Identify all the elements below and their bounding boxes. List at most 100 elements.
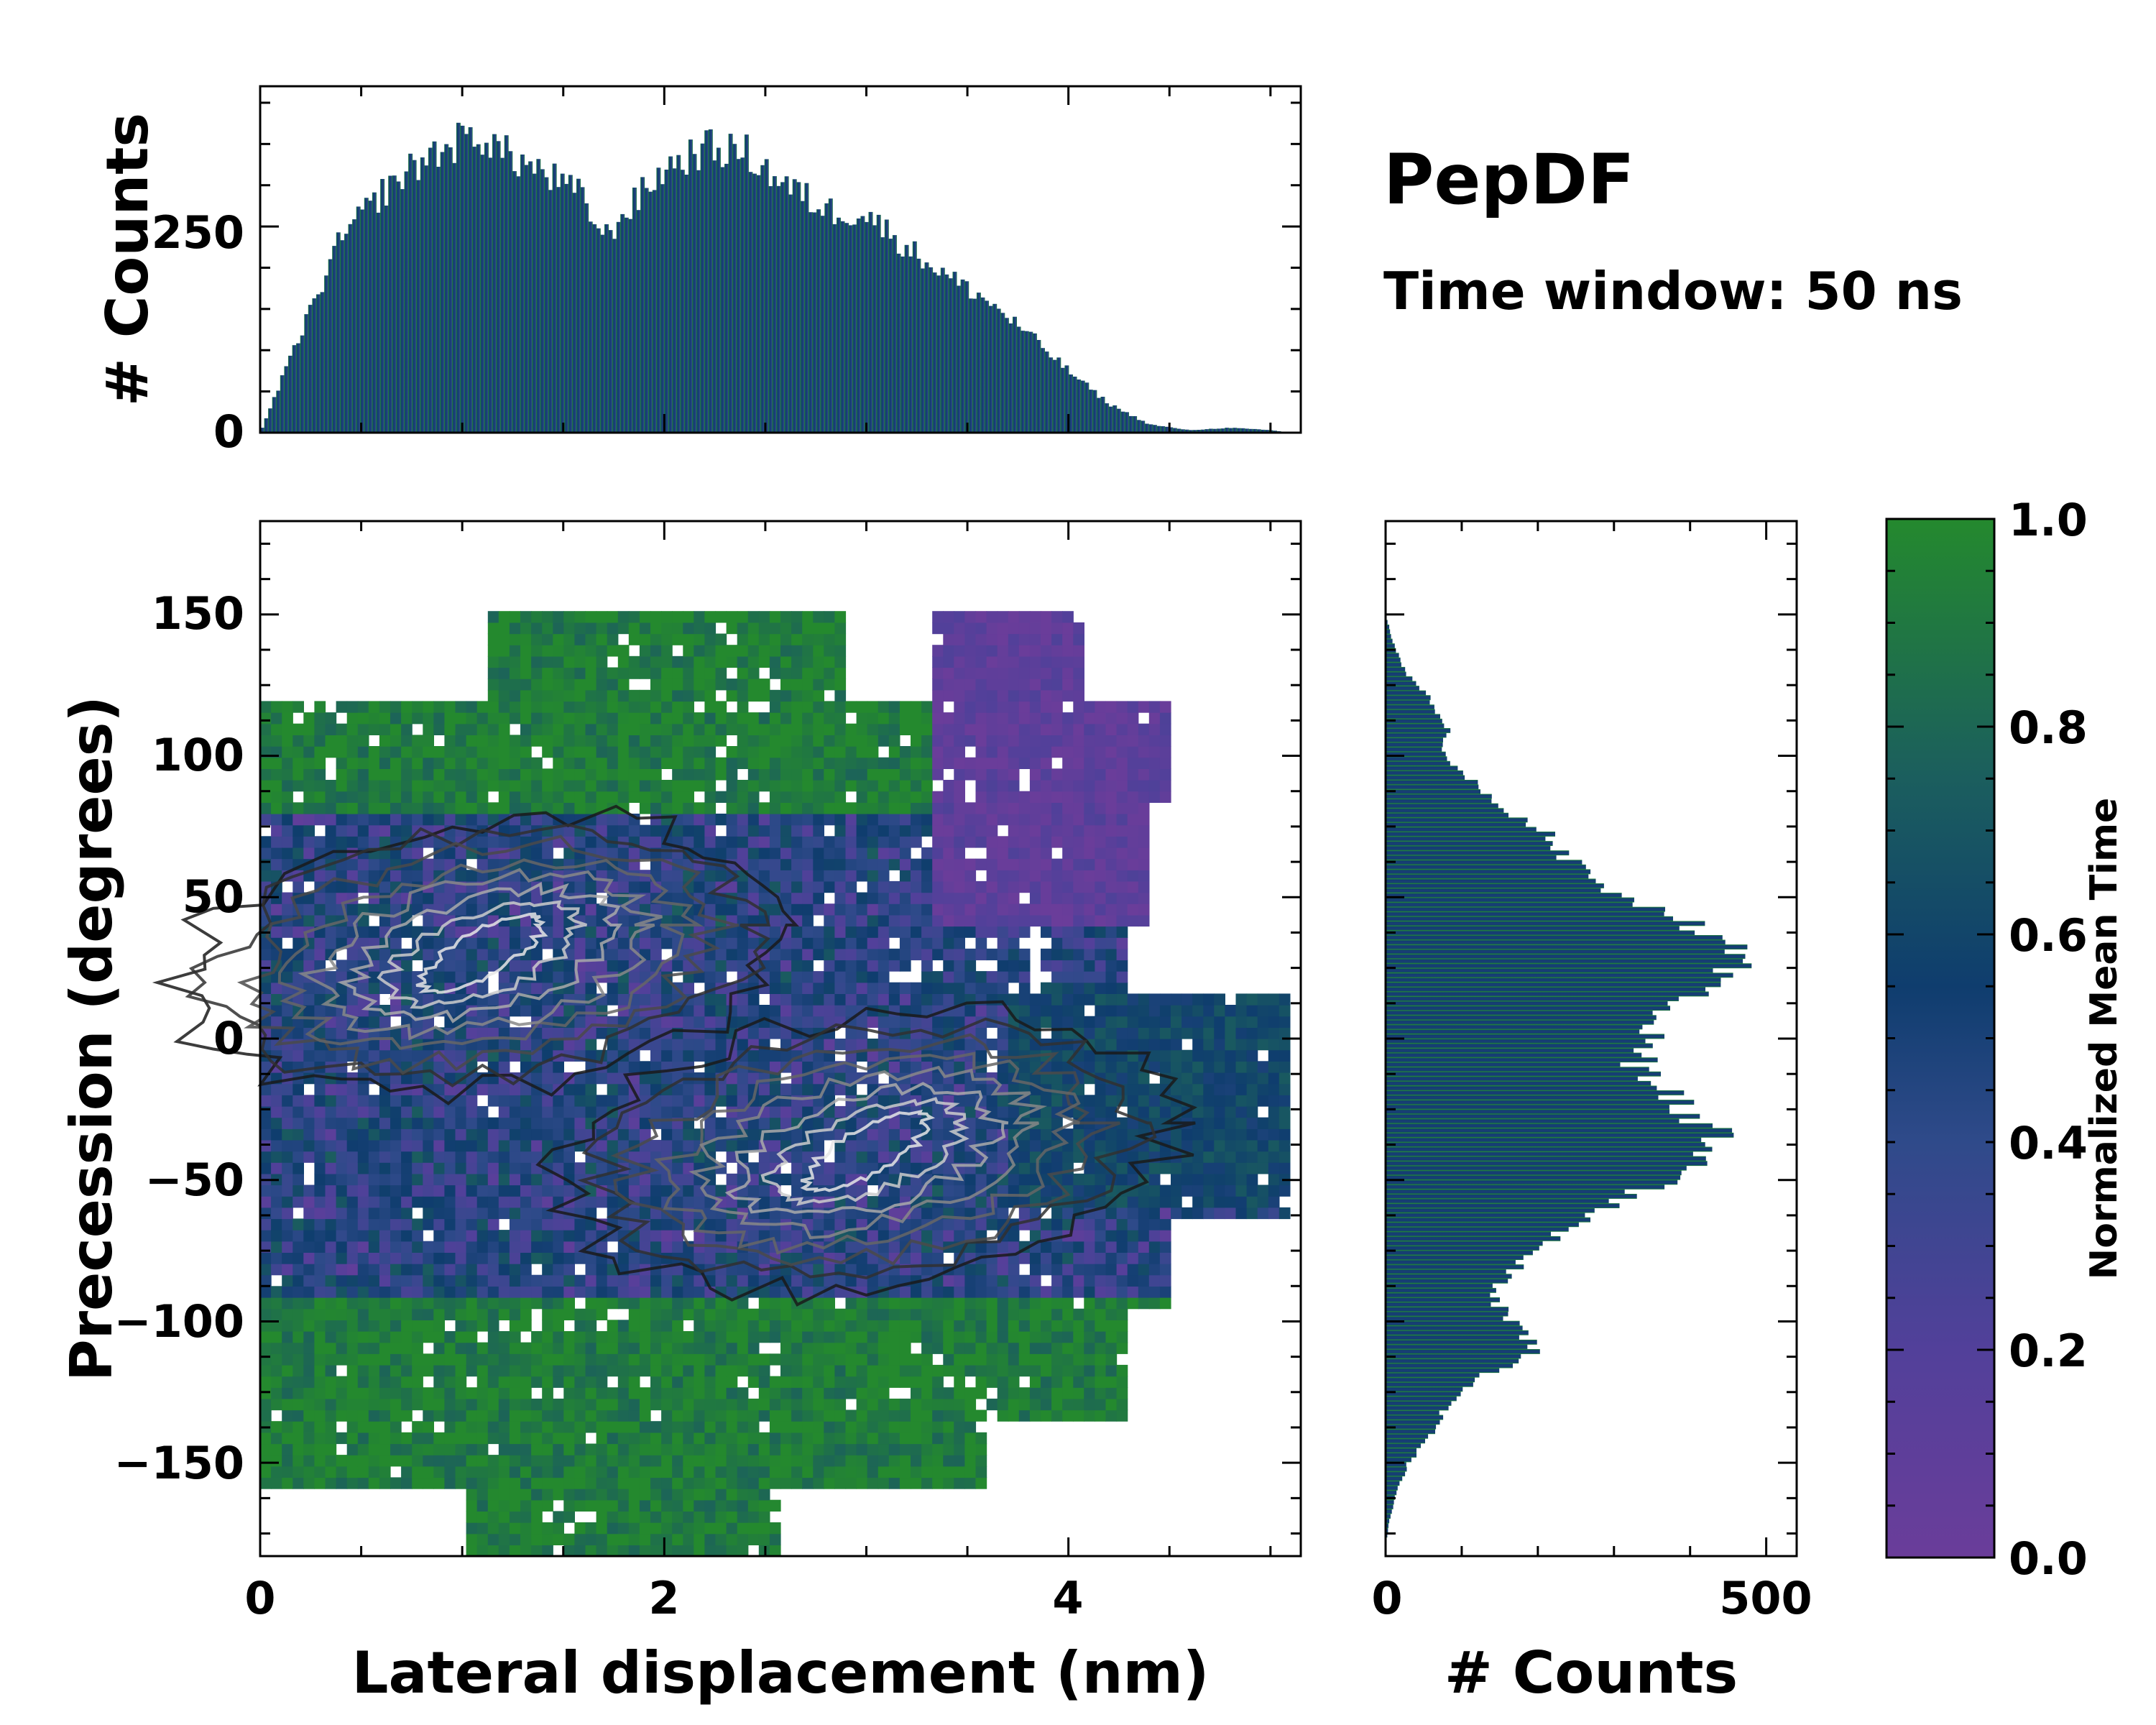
- heatmap-cell: [954, 645, 965, 657]
- heatmap-cell: [607, 1477, 619, 1489]
- heatmap-cell: [292, 1218, 304, 1230]
- heatmap-cell: [715, 1545, 727, 1557]
- heatmap-cell: [704, 1049, 717, 1062]
- heatmap-cell: [964, 892, 977, 904]
- heatmap-cell: [487, 1466, 499, 1478]
- heatmap-cell: [509, 1297, 521, 1310]
- heatmap-cell: [704, 1320, 717, 1332]
- heatmap-cell: [260, 791, 272, 803]
- heatmap-cell: [856, 1331, 868, 1343]
- heatmap-cell: [845, 1264, 857, 1276]
- heatmap-cell: [260, 1308, 272, 1320]
- heatmap-cell: [856, 971, 868, 983]
- heatmap-cell: [628, 735, 640, 747]
- heatmap-cell: [824, 622, 835, 635]
- heatmap-cell: [542, 633, 553, 645]
- heatmap-cell: [509, 1308, 521, 1320]
- heatmap-cell: [466, 768, 478, 781]
- heatmap-cell: [628, 880, 640, 893]
- heatmap-cell: [726, 611, 738, 623]
- heatmap-cell: [813, 1387, 824, 1399]
- heatmap-cell: [769, 780, 781, 792]
- heatmap-cell: [476, 1455, 489, 1467]
- heatmap-cell: [607, 1545, 619, 1557]
- heatmap-cell: [932, 1072, 944, 1085]
- heatmap-cell: [476, 858, 489, 870]
- heatmap-cell: [986, 1264, 998, 1276]
- heatmap-cell: [303, 1139, 315, 1152]
- heatmap-cell: [954, 1207, 965, 1220]
- heatmap-cell: [683, 1128, 694, 1141]
- heatmap-cell: [769, 712, 781, 724]
- heatmap-cell: [769, 1027, 781, 1039]
- heatmap-cell: [596, 960, 608, 972]
- heatmap-cell: [282, 1353, 293, 1366]
- heatmap-cell: [824, 1128, 835, 1141]
- heatmap-cell: [563, 1286, 575, 1298]
- heatmap-cell: [704, 1005, 717, 1017]
- heatmap-cell: [357, 1027, 369, 1039]
- heatmap-cell: [574, 1173, 586, 1186]
- heatmap-cell: [282, 1151, 293, 1163]
- heatmap-cell: [585, 1105, 597, 1118]
- heatmap-cell: [357, 1095, 369, 1107]
- heatmap-cell: [780, 622, 792, 635]
- heatmap-cell: [325, 1218, 337, 1230]
- heatmap-cell: [758, 802, 770, 814]
- heatmap-cell: [303, 1230, 315, 1242]
- heatmap-cell: [672, 1432, 683, 1445]
- heatmap-cell: [650, 1207, 662, 1220]
- heatmap-cell: [802, 667, 814, 679]
- heatmap-cell: [423, 836, 434, 848]
- heatmap-cell: [357, 926, 369, 938]
- heatmap-cell: [791, 712, 803, 724]
- heatmap-cell: [954, 667, 965, 679]
- heatmap-cell: [975, 914, 987, 927]
- heatmap-cell: [509, 1230, 521, 1242]
- heatmap-cell: [737, 1533, 749, 1545]
- heatmap-cell: [260, 1342, 272, 1354]
- heatmap-cell: [282, 746, 293, 758]
- heatmap-cell: [856, 1477, 868, 1489]
- heatmap-cell: [314, 1455, 326, 1467]
- heatmap-cell: [476, 1274, 489, 1287]
- heatmap-cell: [542, 1184, 553, 1197]
- heatmap-cell: [845, 892, 857, 904]
- heatmap-cell: [813, 1432, 824, 1445]
- heatmap-cell: [531, 1466, 543, 1478]
- heatmap-cell: [911, 1162, 922, 1174]
- heatmap-cell: [455, 1049, 467, 1062]
- heatmap-cell: [911, 1353, 922, 1366]
- heatmap-cell: [390, 1286, 402, 1298]
- heatmap-cell: [704, 993, 717, 1006]
- heatmap-cell: [325, 1173, 337, 1186]
- heatmap-cell: [737, 712, 749, 724]
- heatmap-cell: [455, 960, 467, 972]
- heatmap-cell: [791, 689, 803, 702]
- heatmap-cell: [877, 791, 890, 803]
- heatmap-cell: [856, 903, 868, 916]
- heatmap-cell: [292, 780, 304, 792]
- heatmap-cell: [769, 1398, 781, 1411]
- heatmap-cell: [802, 1005, 814, 1017]
- heatmap-cell: [661, 689, 673, 702]
- heatmap-cell: [650, 1308, 662, 1320]
- heatmap-cell: [520, 1274, 532, 1287]
- heatmap-cell: [531, 1499, 543, 1512]
- heatmap-cell: [824, 1173, 835, 1186]
- heatmap-cell: [921, 1364, 933, 1377]
- heatmap-cell: [747, 1443, 760, 1455]
- heatmap-cell: [747, 1105, 760, 1118]
- heatmap-cell: [357, 701, 369, 713]
- heatmap-cell: [694, 1353, 705, 1366]
- heatmap-cell: [303, 1409, 315, 1422]
- heatmap-cell: [455, 1387, 467, 1399]
- heatmap-cell: [975, 1477, 987, 1489]
- heatmap-cell: [737, 1364, 749, 1377]
- heatmap-cell: [954, 1376, 965, 1388]
- heatmap-cell: [509, 1252, 521, 1264]
- heatmap-cell: [466, 870, 478, 882]
- heatmap-cell: [487, 1477, 499, 1489]
- heatmap-cell: [834, 1342, 847, 1354]
- heatmap-cell: [704, 645, 717, 657]
